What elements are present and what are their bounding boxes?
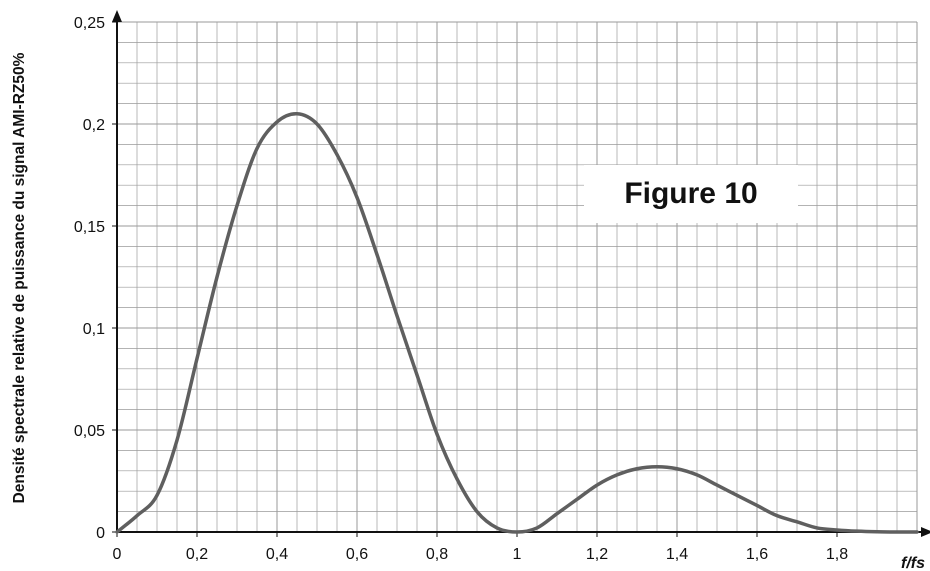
x-tick-label: 0,2 xyxy=(186,546,208,563)
y-axis-label: Densité spectrale relative de puissance … xyxy=(11,52,28,503)
y-tick-label: 0,2 xyxy=(83,117,105,134)
x-tick-label: 1 xyxy=(513,546,522,563)
y-tick-label: 0,25 xyxy=(74,15,105,32)
y-tick-label: 0,1 xyxy=(83,321,105,338)
x-tick-label: 1,6 xyxy=(746,546,768,563)
tick-labels: 0 0,2 0,4 0,6 0,8 1 1,2 1,4 1,6 1,8 0 0,05 0,1 0,15 0,… xyxy=(74,15,848,563)
series-group xyxy=(115,112,919,534)
series-line xyxy=(115,112,919,534)
x-tick-label: 0,4 xyxy=(266,546,288,563)
axes xyxy=(112,10,930,537)
y-tick-label: 0 xyxy=(96,525,105,542)
x-tick-label: 1,2 xyxy=(586,546,608,563)
x-tick-label: 0,8 xyxy=(426,546,448,563)
x-axis-arrow xyxy=(921,527,930,537)
x-tick-label: 0 xyxy=(113,546,122,563)
grid xyxy=(116,21,918,533)
x-axis-label: f/fs xyxy=(901,555,925,571)
y-tick-label: 0,05 xyxy=(74,423,105,440)
x-tick-label: 0,6 xyxy=(346,546,368,563)
x-tick-label: 1,8 xyxy=(826,546,848,563)
figure-annotation: Figure 10 xyxy=(584,165,798,223)
figure-annotation-text: Figure 10 xyxy=(624,177,758,210)
x-tick-label: 1,4 xyxy=(666,546,688,563)
y-axis-arrow xyxy=(112,10,122,22)
y-tick-label: 0,15 xyxy=(74,219,105,236)
